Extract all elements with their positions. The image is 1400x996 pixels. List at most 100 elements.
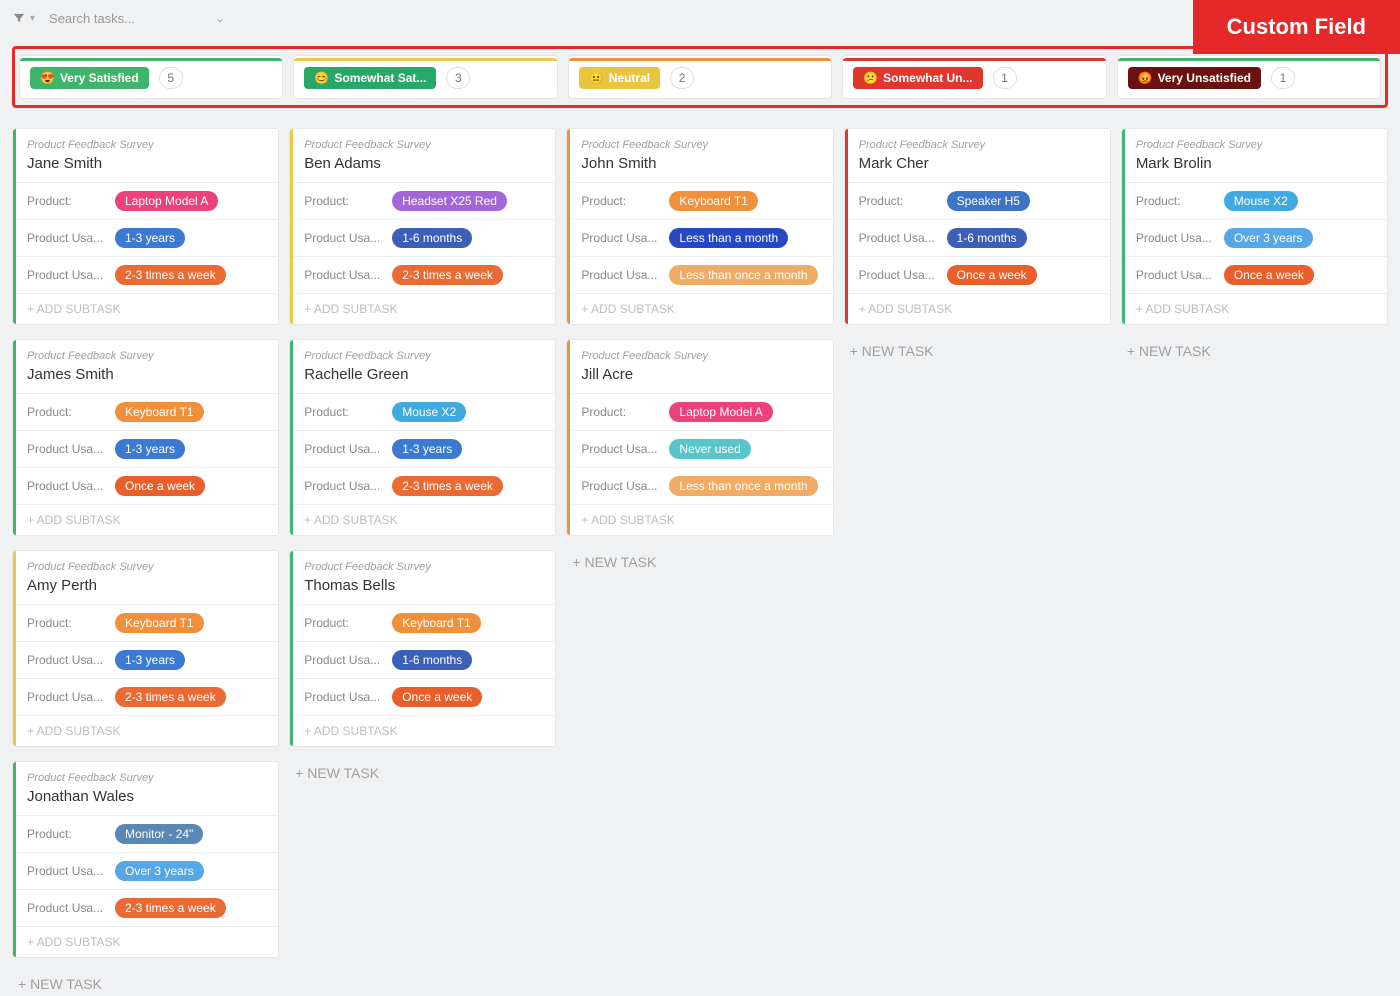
card-title: Jonathan Wales [27, 788, 266, 805]
field-tag[interactable]: Keyboard T1 [115, 402, 204, 422]
add-subtask-button[interactable]: + ADD SUBTASK [13, 926, 278, 957]
field-tag[interactable]: Less than once a month [669, 476, 817, 496]
add-subtask-button[interactable]: + ADD SUBTASK [13, 504, 278, 535]
card-body: Product Feedback Survey Thomas Bells [290, 551, 555, 594]
status-pill[interactable]: 😐 Neutral [579, 67, 660, 89]
field-label: Product: [581, 405, 659, 419]
search-input[interactable] [47, 10, 207, 27]
field-tag[interactable]: Laptop Model A [115, 191, 218, 211]
column-header-very-unsatisfied[interactable]: 😡 Very Unsatisfied 1 [1117, 55, 1381, 99]
field-tag[interactable]: Keyboard T1 [115, 613, 204, 633]
field-tag[interactable]: 2-3 times a week [115, 265, 226, 285]
field-tag[interactable]: 2-3 times a week [115, 898, 226, 918]
status-pill[interactable]: 😕 Somewhat Un... [853, 67, 982, 89]
status-pill[interactable]: 😊 Somewhat Sat... [304, 67, 436, 89]
field-tag[interactable]: 2-3 times a week [392, 476, 503, 496]
field-label: Product Usa... [304, 653, 382, 667]
field-tag[interactable]: Over 3 years [1224, 228, 1313, 248]
field-tag[interactable]: Never used [669, 439, 750, 459]
card-project-label: Product Feedback Survey [304, 561, 543, 573]
field-label: Product: [27, 616, 105, 630]
field-label: Product Usa... [27, 442, 105, 456]
task-card[interactable]: Product Feedback Survey James Smith Prod… [12, 339, 279, 536]
add-subtask-button[interactable]: + ADD SUBTASK [290, 293, 555, 324]
field-tag[interactable]: 1-6 months [392, 228, 472, 248]
field-tag[interactable]: 1-3 years [115, 650, 185, 670]
add-subtask-button[interactable]: + ADD SUBTASK [845, 293, 1110, 324]
card-project-label: Product Feedback Survey [581, 139, 820, 151]
card-accent-strip [290, 551, 293, 746]
new-task-button[interactable]: + NEW TASK [12, 972, 279, 996]
field-row: Product Usa... Once a week [1122, 256, 1387, 293]
task-card[interactable]: Product Feedback Survey Mark Cher Produc… [844, 128, 1111, 325]
field-tag[interactable]: 1-3 years [115, 439, 185, 459]
add-subtask-button[interactable]: + ADD SUBTASK [567, 293, 832, 324]
field-tag[interactable]: Monitor - 24" [115, 824, 203, 844]
new-task-button[interactable]: + NEW TASK [1121, 339, 1388, 363]
new-task-button[interactable]: + NEW TASK [844, 339, 1111, 363]
field-tag[interactable]: 1-6 months [392, 650, 472, 670]
field-label: Product Usa... [581, 268, 659, 282]
card-body: Product Feedback Survey Mark Cher [845, 129, 1110, 172]
new-task-button[interactable]: + NEW TASK [566, 550, 833, 574]
column-count: 1 [993, 67, 1017, 89]
task-card[interactable]: Product Feedback Survey Thomas Bells Pro… [289, 550, 556, 747]
field-tag[interactable]: 1-3 years [392, 439, 462, 459]
search-dropdown-caret-icon[interactable]: ⌄ [215, 11, 225, 25]
filter-icon[interactable] [12, 11, 26, 25]
column-header-neutral[interactable]: 😐 Neutral 2 [568, 55, 832, 99]
add-subtask-button[interactable]: + ADD SUBTASK [290, 715, 555, 746]
field-tag[interactable]: Less than once a month [669, 265, 817, 285]
status-pill[interactable]: 😍 Very Satisfied [30, 67, 149, 89]
add-subtask-button[interactable]: + ADD SUBTASK [13, 293, 278, 324]
field-tag[interactable]: Once a week [947, 265, 1037, 285]
field-tag[interactable]: Once a week [115, 476, 205, 496]
field-row: Product: Keyboard T1 [567, 182, 832, 219]
card-project-label: Product Feedback Survey [27, 350, 266, 362]
column-header-very-satisfied[interactable]: 😍 Very Satisfied 5 [19, 55, 283, 99]
field-tag[interactable]: Keyboard T1 [669, 191, 758, 211]
task-card[interactable]: Product Feedback Survey Amy Perth Produc… [12, 550, 279, 747]
field-tag[interactable]: Over 3 years [115, 861, 204, 881]
new-task-button[interactable]: + NEW TASK [289, 761, 556, 785]
field-row: Product Usa... Less than once a month [567, 256, 832, 293]
field-label: Product Usa... [304, 690, 382, 704]
task-card[interactable]: Product Feedback Survey Jonathan Wales P… [12, 761, 279, 958]
field-row: Product Usa... Less than a month [567, 219, 832, 256]
add-subtask-button[interactable]: + ADD SUBTASK [13, 715, 278, 746]
field-tag[interactable]: Mouse X2 [1224, 191, 1298, 211]
field-tag[interactable]: 1-3 years [115, 228, 185, 248]
status-emoji-icon: 😍 [40, 71, 55, 85]
field-tag[interactable]: Headset X25 Red [392, 191, 507, 211]
add-subtask-button[interactable]: + ADD SUBTASK [1122, 293, 1387, 324]
column-header-somewhat-satisfied[interactable]: 😊 Somewhat Sat... 3 [293, 55, 557, 99]
field-tag[interactable]: Once a week [392, 687, 482, 707]
field-tag[interactable]: Speaker H5 [947, 191, 1030, 211]
field-tag[interactable]: Once a week [1224, 265, 1314, 285]
add-subtask-button[interactable]: + ADD SUBTASK [290, 504, 555, 535]
field-tag[interactable]: 2-3 times a week [392, 265, 503, 285]
field-row: Product Usa... 2-3 times a week [290, 467, 555, 504]
field-tag[interactable]: Less than a month [669, 228, 788, 248]
task-card[interactable]: Product Feedback Survey Mark Brolin Prod… [1121, 128, 1388, 325]
column-header-somewhat-unsatisfied[interactable]: 😕 Somewhat Un... 1 [842, 55, 1106, 99]
field-tag[interactable]: Keyboard T1 [392, 613, 481, 633]
add-subtask-button[interactable]: + ADD SUBTASK [567, 504, 832, 535]
field-tag[interactable]: 2-3 times a week [115, 687, 226, 707]
status-pill[interactable]: 😡 Very Unsatisfied [1128, 67, 1261, 89]
field-label: Product Usa... [304, 479, 382, 493]
card-body: Product Feedback Survey James Smith [13, 340, 278, 383]
task-card[interactable]: Product Feedback Survey Ben Adams Produc… [289, 128, 556, 325]
field-row: Product Usa... 1-6 months [290, 219, 555, 256]
field-tag[interactable]: Mouse X2 [392, 402, 466, 422]
field-label: Product Usa... [27, 653, 105, 667]
field-tag[interactable]: 1-6 months [947, 228, 1027, 248]
status-label: Neutral [609, 71, 650, 85]
field-label: Product: [304, 405, 382, 419]
task-card[interactable]: Product Feedback Survey Rachelle Green P… [289, 339, 556, 536]
task-card[interactable]: Product Feedback Survey Jane Smith Produ… [12, 128, 279, 325]
task-card[interactable]: Product Feedback Survey Jill Acre Produc… [566, 339, 833, 536]
field-tag[interactable]: Laptop Model A [669, 402, 772, 422]
filter-dropdown-caret-icon[interactable]: ▾ [30, 13, 35, 24]
task-card[interactable]: Product Feedback Survey John Smith Produ… [566, 128, 833, 325]
